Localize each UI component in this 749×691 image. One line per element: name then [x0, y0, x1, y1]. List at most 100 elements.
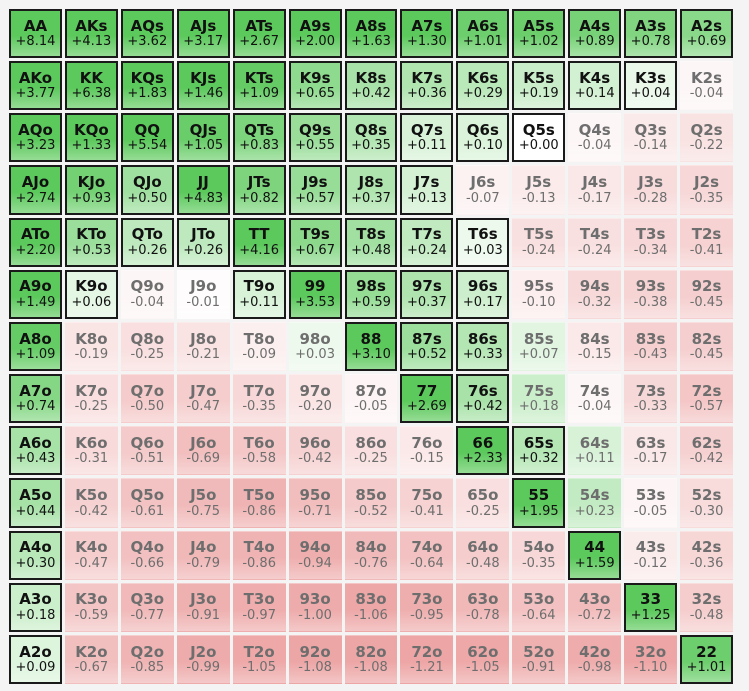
hand-cell[interactable]: T3o -0.97	[233, 583, 286, 632]
hand-cell[interactable]: KJo +0.93	[64, 165, 118, 215]
hand-cell[interactable]: J5o -0.75	[177, 478, 230, 527]
hand-cell[interactable]: 55 +1.95	[512, 478, 566, 528]
hand-cell[interactable]: QQ +5.54	[120, 113, 174, 163]
hand-cell[interactable]: 22 +1.01	[680, 634, 733, 684]
hand-cell[interactable]: 77 +2.69	[400, 374, 454, 424]
hand-cell[interactable]: Q9o -0.04	[121, 270, 174, 319]
hand-cell[interactable]: K6o -0.31	[65, 426, 118, 475]
hand-cell[interactable]: Q2o -0.85	[121, 635, 174, 684]
hand-cell[interactable]: 96s +0.17	[456, 269, 510, 319]
hand-cell[interactable]: T9o +0.11	[232, 269, 286, 319]
hand-cell[interactable]: T4s -0.24	[568, 218, 621, 267]
hand-cell[interactable]: A4o +0.30	[9, 530, 62, 580]
hand-cell[interactable]: 75s +0.18	[512, 374, 565, 423]
hand-cell[interactable]: 43s -0.12	[624, 531, 677, 580]
hand-cell[interactable]: K2s -0.04	[680, 61, 733, 110]
hand-cell[interactable]: J7s +0.13	[400, 165, 454, 215]
hand-cell[interactable]: K5o -0.42	[65, 478, 118, 527]
hand-cell[interactable]: 87o -0.05	[345, 374, 398, 423]
hand-cell[interactable]: Q6s +0.10	[456, 113, 510, 163]
hand-cell[interactable]: 42s -0.36	[680, 531, 733, 580]
hand-cell[interactable]: T6o -0.58	[233, 426, 286, 475]
hand-cell[interactable]: 97s +0.37	[400, 269, 454, 319]
hand-cell[interactable]: Q3s -0.14	[624, 113, 677, 162]
hand-cell[interactable]: Q8o -0.25	[121, 322, 174, 371]
hand-cell[interactable]: QJs +1.05	[176, 113, 230, 163]
hand-cell[interactable]: 75o -0.41	[400, 478, 453, 527]
hand-cell[interactable]: Q7o -0.50	[121, 374, 174, 423]
hand-cell[interactable]: 62s -0.42	[680, 426, 733, 475]
hand-cell[interactable]: T5s -0.24	[512, 218, 565, 267]
hand-cell[interactable]: 86s +0.33	[456, 321, 510, 372]
hand-cell[interactable]: JJ +4.83	[176, 165, 230, 215]
hand-cell[interactable]: 54s +0.23	[568, 478, 621, 527]
hand-cell[interactable]: 74o -0.64	[400, 531, 453, 580]
hand-cell[interactable]: Q7s +0.11	[400, 113, 454, 163]
hand-cell[interactable]: 65s +0.32	[512, 426, 566, 476]
hand-cell[interactable]: KQs +1.83	[120, 61, 174, 111]
hand-cell[interactable]: AA +8.14	[9, 9, 62, 59]
hand-cell[interactable]: T7o -0.35	[233, 374, 286, 423]
hand-cell[interactable]: 63s -0.17	[624, 426, 677, 475]
hand-cell[interactable]: J3o -0.91	[177, 583, 230, 632]
hand-cell[interactable]: A3s +0.78	[624, 9, 678, 59]
hand-cell[interactable]: 65o -0.25	[456, 478, 509, 527]
hand-cell[interactable]: 85o -0.52	[345, 478, 398, 527]
hand-cell[interactable]: T6s +0.03	[456, 217, 510, 267]
hand-cell[interactable]: 83s -0.43	[624, 322, 677, 371]
hand-cell[interactable]: 74s -0.04	[568, 374, 621, 423]
hand-cell[interactable]: AJo +2.74	[9, 165, 62, 215]
hand-cell[interactable]: 95s -0.10	[512, 270, 565, 319]
hand-cell[interactable]: J2s -0.35	[680, 165, 733, 214]
hand-cell[interactable]: A5o +0.44	[9, 478, 62, 528]
hand-cell[interactable]: 93o -1.00	[289, 583, 342, 632]
hand-cell[interactable]: K9s +0.65	[288, 61, 342, 111]
hand-cell[interactable]: 85s +0.07	[512, 322, 565, 371]
hand-cell[interactable]: 92o -1.08	[289, 635, 342, 684]
hand-cell[interactable]: K5s +0.19	[512, 61, 566, 111]
hand-cell[interactable]: J9o -0.01	[177, 270, 230, 319]
hand-cell[interactable]: 32o -1.10	[624, 635, 677, 684]
hand-cell[interactable]: J8o -0.21	[177, 322, 230, 371]
hand-cell[interactable]: 88 +3.10	[344, 321, 398, 372]
hand-cell[interactable]: 73s -0.33	[624, 374, 677, 423]
hand-cell[interactable]: Q3o -0.77	[121, 583, 174, 632]
hand-cell[interactable]: AQo +3.23	[9, 113, 62, 163]
hand-cell[interactable]: KTs +1.09	[232, 61, 286, 111]
hand-cell[interactable]: 99 +3.53	[288, 269, 342, 319]
hand-cell[interactable]: J9s +0.57	[288, 165, 342, 215]
hand-cell[interactable]: 97o -0.20	[289, 374, 342, 423]
hand-cell[interactable]: A4s +0.89	[568, 9, 622, 59]
hand-cell[interactable]: K4s +0.14	[568, 61, 622, 111]
hand-cell[interactable]: Q9s +0.55	[288, 113, 342, 163]
hand-cell[interactable]: KK +6.38	[64, 61, 118, 111]
hand-cell[interactable]: Q4s -0.04	[568, 113, 621, 162]
hand-cell[interactable]: JTo +0.26	[176, 217, 230, 267]
hand-cell[interactable]: 53o -0.64	[512, 583, 565, 632]
hand-cell[interactable]: QTs +0.83	[232, 113, 286, 163]
hand-cell[interactable]: 53s -0.05	[624, 478, 677, 527]
hand-cell[interactable]: 32s -0.48	[680, 583, 733, 632]
hand-cell[interactable]: 72o -1.21	[400, 635, 453, 684]
hand-cell[interactable]: J6o -0.69	[177, 426, 230, 475]
hand-cell[interactable]: 98o +0.03	[289, 322, 342, 371]
hand-cell[interactable]: 76o -0.15	[400, 426, 453, 475]
hand-cell[interactable]: 84s -0.15	[568, 322, 621, 371]
hand-cell[interactable]: 92s -0.45	[680, 270, 733, 319]
hand-cell[interactable]: J6s -0.07	[456, 165, 509, 214]
hand-cell[interactable]: 73o -0.95	[400, 583, 453, 632]
hand-cell[interactable]: 82o -1.08	[345, 635, 398, 684]
hand-cell[interactable]: 86o -0.25	[345, 426, 398, 475]
hand-cell[interactable]: A9o +1.49	[9, 269, 62, 319]
hand-cell[interactable]: K9o +0.06	[64, 269, 118, 319]
hand-cell[interactable]: K7s +0.36	[400, 61, 454, 111]
hand-cell[interactable]: 42o -0.98	[568, 635, 621, 684]
hand-cell[interactable]: K8o -0.19	[65, 322, 118, 371]
hand-cell[interactable]: 52s -0.30	[680, 478, 733, 527]
hand-cell[interactable]: Q4o -0.66	[121, 531, 174, 580]
hand-cell[interactable]: 33 +1.25	[624, 582, 678, 632]
hand-cell[interactable]: Q2s -0.22	[680, 113, 733, 162]
hand-cell[interactable]: K6s +0.29	[456, 61, 510, 111]
hand-cell[interactable]: J4o -0.79	[177, 531, 230, 580]
hand-cell[interactable]: A7s +1.30	[400, 9, 454, 59]
